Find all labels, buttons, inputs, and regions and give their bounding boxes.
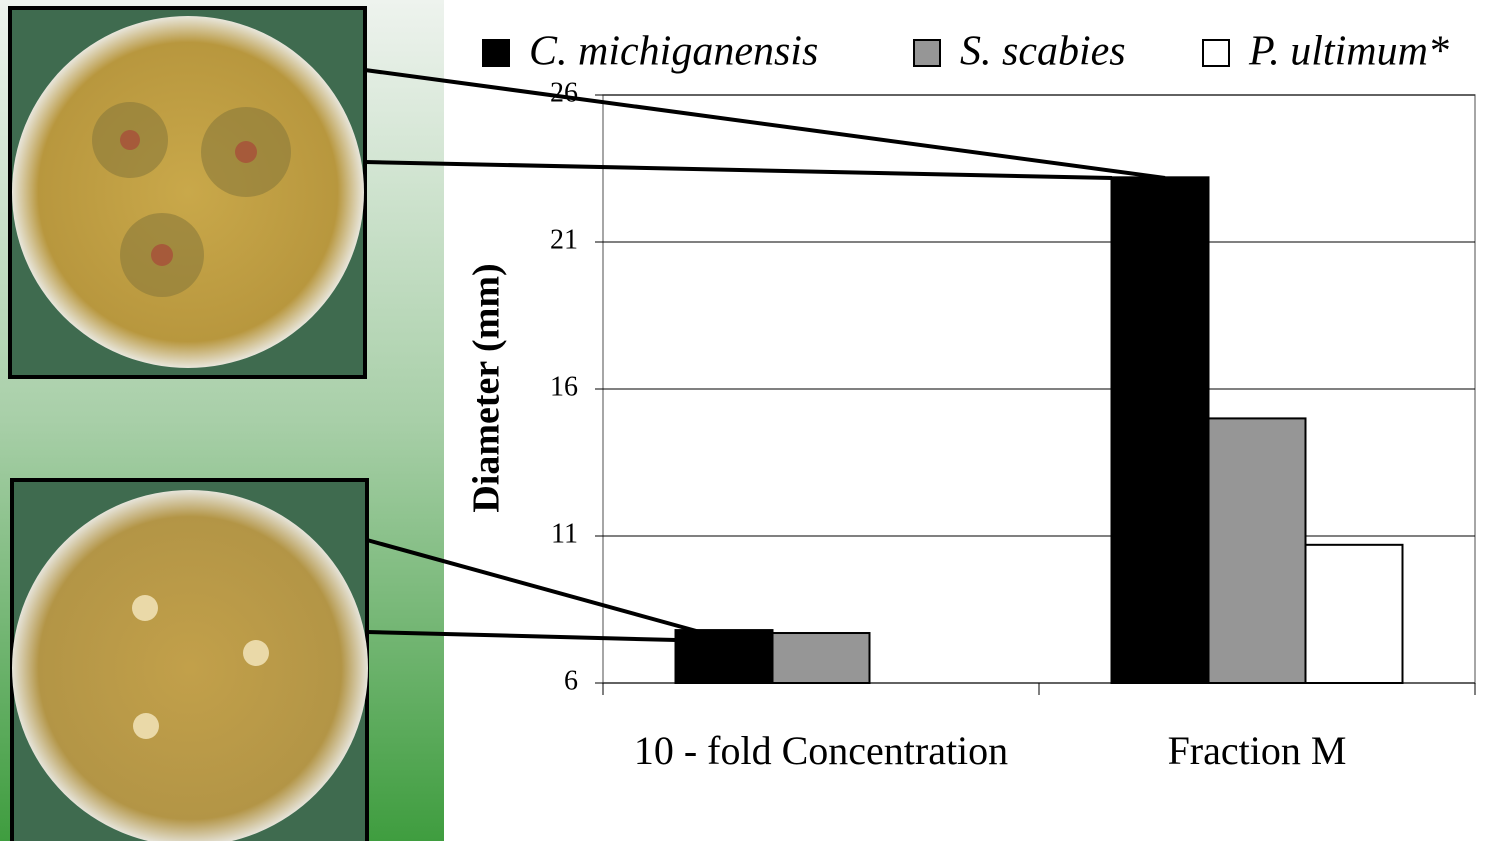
legend-swatch bbox=[483, 40, 509, 66]
y-tick-label: 11 bbox=[551, 518, 578, 549]
bar bbox=[676, 630, 773, 683]
legend-label: P. ultimum* bbox=[1248, 29, 1449, 75]
y-tick-label: 26 bbox=[550, 77, 578, 108]
x-tick-label: 10 - fold Concentration bbox=[631, 722, 1011, 780]
y-tick-label: 16 bbox=[550, 371, 578, 402]
bar bbox=[1306, 545, 1403, 683]
bar bbox=[1112, 177, 1209, 683]
photo-top bbox=[10, 8, 365, 377]
y-tick-label: 6 bbox=[564, 665, 578, 696]
bar bbox=[773, 633, 870, 683]
y-axis-label: Diameter (mm) bbox=[466, 263, 508, 512]
legend-label: C. michiganensis bbox=[529, 29, 818, 75]
y-tick-label: 21 bbox=[550, 224, 578, 255]
page: Diameter (mm) 6 11 16 21 26C. michiganensis S… bbox=[0, 0, 1499, 841]
bar bbox=[1209, 418, 1306, 683]
legend-label: S. scabies bbox=[960, 29, 1126, 75]
legend-swatch bbox=[1203, 40, 1229, 66]
legend-swatch bbox=[914, 40, 940, 66]
chart: Diameter (mm) 6 11 16 21 26C. michiganensis S… bbox=[0, 0, 1499, 841]
photo-bottom bbox=[12, 480, 368, 841]
x-tick-label: Fraction M bbox=[1067, 722, 1447, 780]
